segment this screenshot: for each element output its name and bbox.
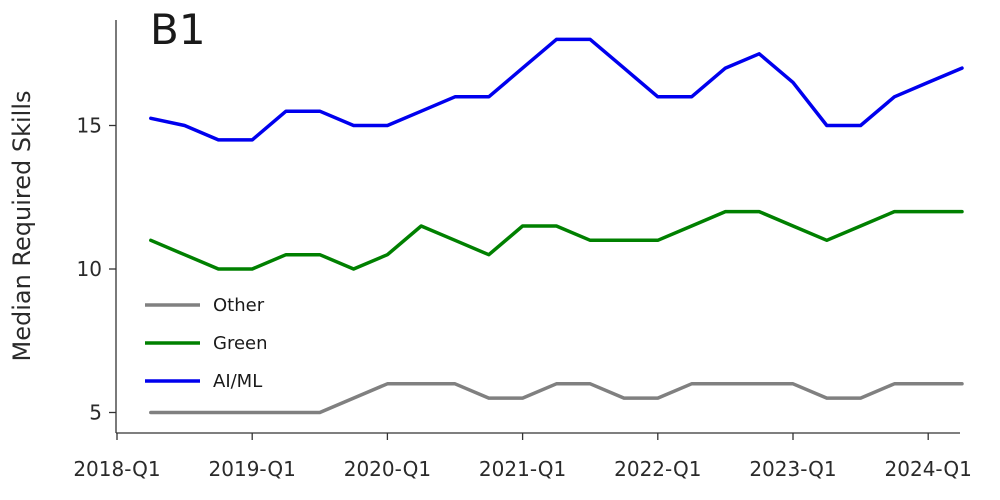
y-tick-label: 5 xyxy=(89,401,102,425)
legend: Other Green AI/ML xyxy=(145,295,268,392)
y-axis-ticks: 5 10 15 xyxy=(77,114,116,425)
series-line-other xyxy=(149,382,964,415)
x-tick-label: 2018-Q1 xyxy=(73,457,160,481)
series-line-green xyxy=(149,209,964,271)
x-tick-label: 2024-Q1 xyxy=(885,457,972,481)
chart-title: B1 xyxy=(150,5,206,54)
y-tick-label: 10 xyxy=(77,257,102,281)
legend-label-other: Other xyxy=(213,295,265,316)
x-axis-ticks: 2018-Q1 2019-Q1 2020-Q1 2021-Q1 2022-Q1 2023-… xyxy=(73,433,972,481)
legend-label-ai-ml: AI/ML xyxy=(213,371,262,392)
x-tick-label: 2021-Q1 xyxy=(479,457,566,481)
y-tick-label: 15 xyxy=(77,114,102,138)
x-tick-label: 2019-Q1 xyxy=(209,457,296,481)
series-line-ai-ml xyxy=(149,37,964,142)
legend-label-green: Green xyxy=(213,333,268,354)
x-tick-label: 2023-Q1 xyxy=(749,457,836,481)
x-tick-label: 2020-Q1 xyxy=(344,457,431,481)
x-tick-label: 2022-Q1 xyxy=(614,457,701,481)
y-axis-title: Median Required Skills xyxy=(8,90,36,361)
series-lines xyxy=(149,37,964,415)
